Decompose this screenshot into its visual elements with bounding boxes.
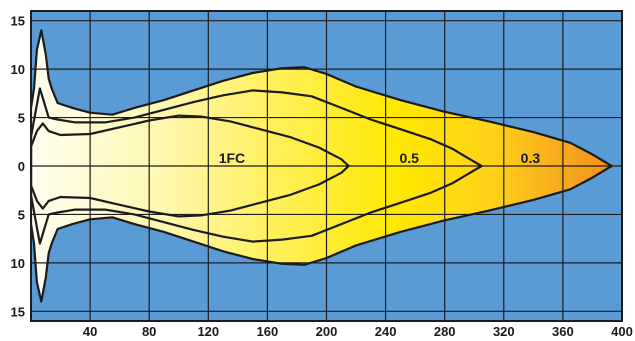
y-tick-label: 5 [18, 207, 25, 222]
x-tick-label: 40 [83, 324, 97, 339]
x-tick-label: 160 [257, 324, 279, 339]
x-tick-label: 320 [493, 324, 515, 339]
contour-0-3-line [31, 29, 613, 303]
x-tick-label: 80 [142, 324, 156, 339]
x-tick-label: 360 [552, 324, 574, 339]
x-tick-label: 400 [611, 324, 633, 339]
y-tick-label: 15 [11, 14, 25, 29]
contour-label-1fc: 1FC [219, 150, 245, 166]
contour-1fc-line [31, 114, 350, 218]
contour-0-5-line [31, 87, 483, 245]
y-tick-label: 10 [11, 256, 25, 271]
x-tick-label: 200 [316, 324, 338, 339]
contour-label-0-3: 0.3 [521, 150, 541, 166]
x-tick-label: 120 [197, 324, 219, 339]
y-tick-label: 15 [11, 304, 25, 319]
y-tick-label: 5 [18, 111, 25, 126]
contour-label-0-5: 0.5 [400, 150, 420, 166]
y-tick-label: 0 [18, 159, 25, 174]
y-tick-label: 10 [11, 62, 25, 77]
x-tick-label: 240 [375, 324, 397, 339]
x-tick-label: 280 [434, 324, 456, 339]
plot-frame [30, 10, 623, 322]
